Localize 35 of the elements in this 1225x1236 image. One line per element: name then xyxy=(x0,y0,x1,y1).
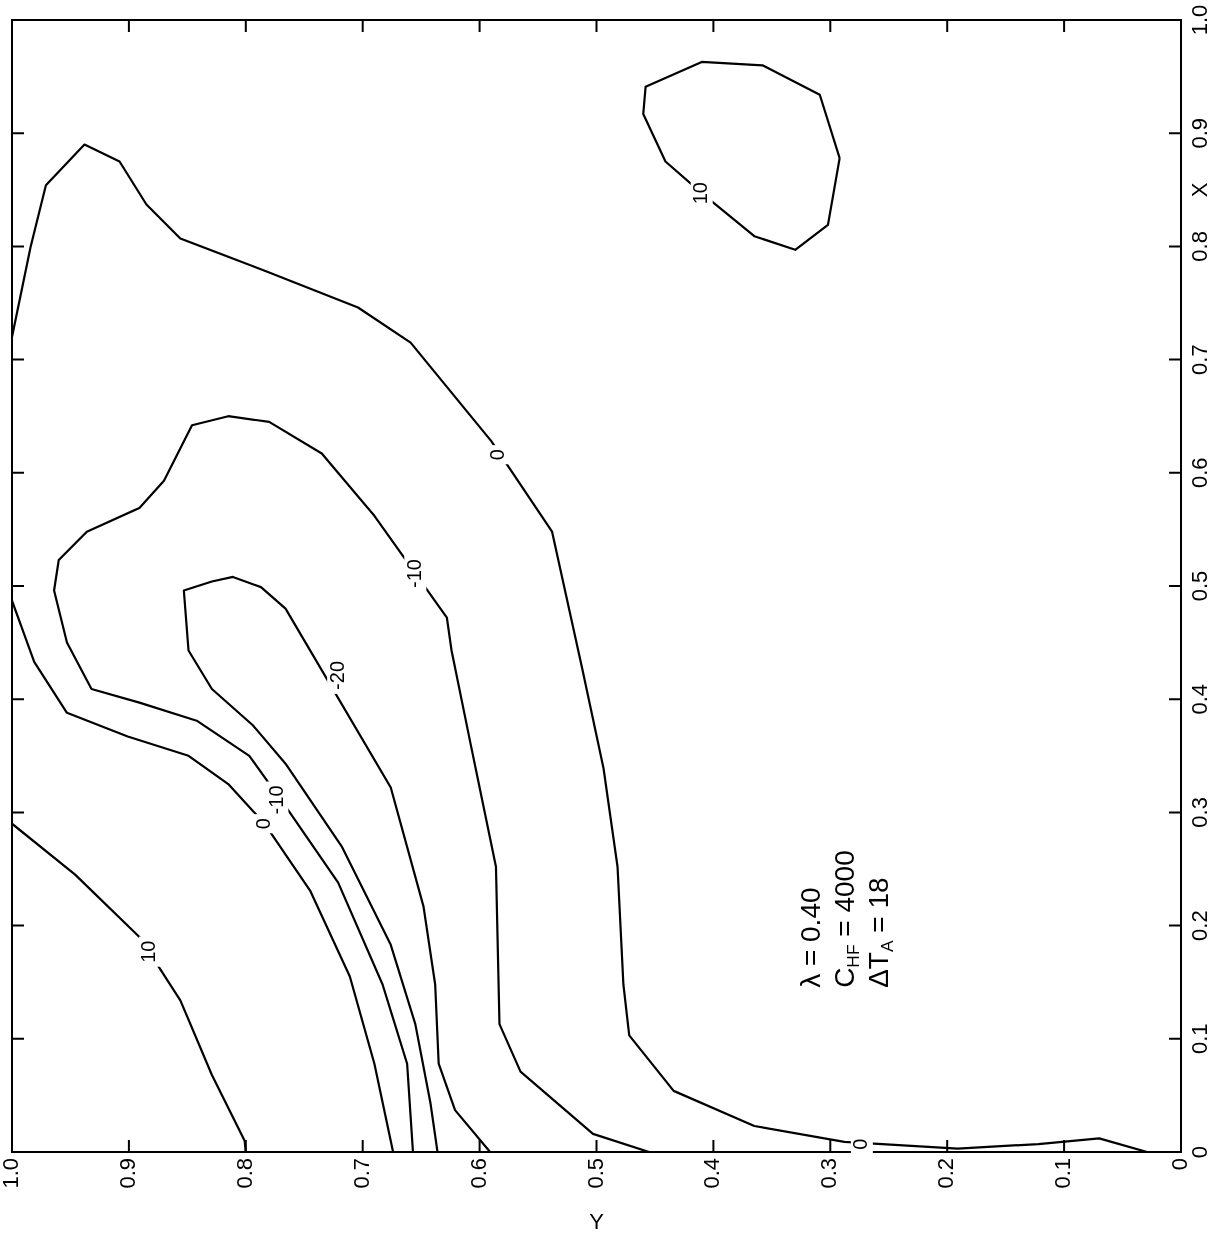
x-tick-label: 0.6 xyxy=(465,1158,491,1189)
annotation: -10 xyxy=(264,785,287,815)
x-tick-label: 0.4 xyxy=(699,1158,725,1189)
annotation: ΔTA = 18 xyxy=(863,877,897,988)
y-tick-label: 0.5 xyxy=(1187,570,1213,602)
x-tick-label: 0.9 xyxy=(114,1158,140,1189)
y-tick-label: 0.7 xyxy=(1187,344,1213,375)
y-tick-label: 0.6 xyxy=(1187,457,1213,489)
annotation: 10 xyxy=(689,182,712,205)
y-tick-label: 0.3 xyxy=(1187,797,1213,828)
x-tick-label: 0.5 xyxy=(582,1158,608,1189)
y-tick-label: 0 xyxy=(1187,1145,1213,1159)
y-tick-label: 0.4 xyxy=(1187,683,1213,715)
annotation: 0 xyxy=(849,1138,872,1150)
annotation: 0 xyxy=(252,818,275,830)
y-tick-label: 0.8 xyxy=(1187,231,1213,262)
x-tick-label: 0.7 xyxy=(348,1158,374,1189)
x-tick-label: 0.1 xyxy=(1050,1158,1076,1189)
annotation: -10 xyxy=(402,559,425,588)
y-tick-label: 0.9 xyxy=(1187,117,1213,149)
x-tick-label: 0.3 xyxy=(816,1158,842,1189)
x-tick-label: 0.2 xyxy=(933,1158,959,1189)
x-tick-label: 1.0 xyxy=(0,1158,24,1189)
x-tick-label: 0.8 xyxy=(231,1158,257,1189)
y-tick-label: 1.0 xyxy=(1187,4,1213,36)
annotation: 10 xyxy=(137,940,160,963)
annotation: 0 xyxy=(485,449,508,461)
annotation: CHF = 4000 xyxy=(829,850,863,988)
y-axis-title: X xyxy=(1187,182,1213,198)
y-tick-label: 0.1 xyxy=(1187,1023,1213,1055)
x-tick-label: 0 xyxy=(1167,1158,1193,1171)
x-axis-title: Y xyxy=(589,1208,605,1234)
annotation: -20 xyxy=(325,660,348,690)
y-tick-label: 0.2 xyxy=(1187,910,1213,941)
annotation: λ = 0.40 xyxy=(795,887,827,988)
